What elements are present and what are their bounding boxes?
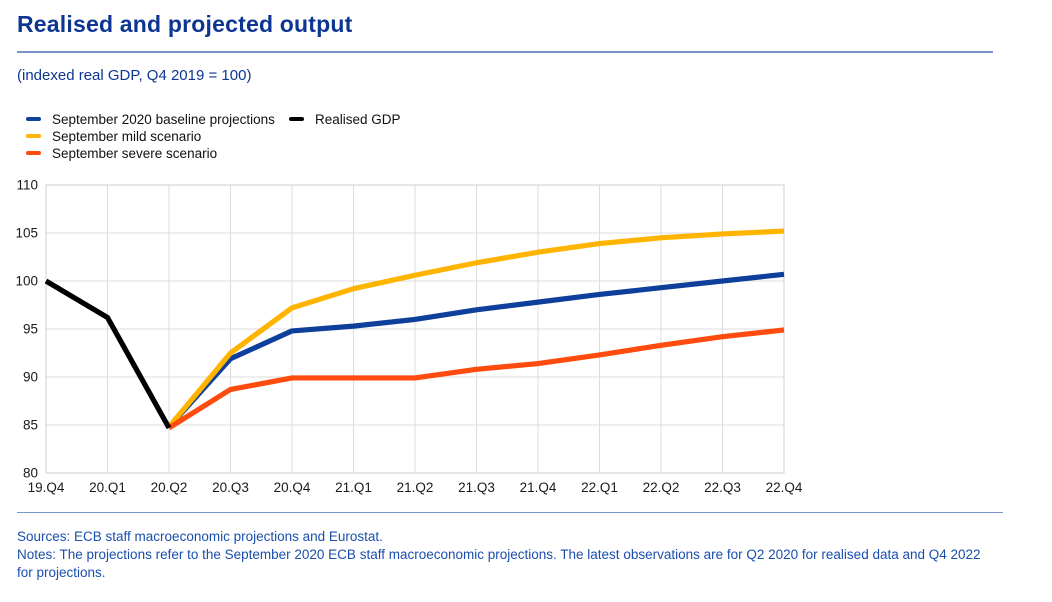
footer-divider bbox=[17, 512, 1003, 513]
series-line bbox=[167, 327, 785, 431]
notes-text: Notes: The projections refer to the Sept… bbox=[17, 547, 981, 580]
x-tick-label: 22.Q2 bbox=[643, 480, 680, 495]
legend-label: Realised GDP bbox=[315, 111, 401, 127]
legend-label: September mild scenario bbox=[52, 128, 202, 144]
legend-item-baseline: September 2020 baseline projections bbox=[26, 111, 275, 127]
x-tick-label: 22.Q4 bbox=[766, 480, 803, 495]
x-tick-label: 22.Q1 bbox=[581, 480, 618, 495]
series-line bbox=[44, 278, 172, 430]
chart-footer: Sources: ECB staff macroeconomic project… bbox=[17, 528, 995, 582]
legend-label: September severe scenario bbox=[52, 145, 218, 161]
x-tick-label: 21.Q4 bbox=[520, 480, 557, 495]
x-tick-label: 21.Q3 bbox=[458, 480, 495, 495]
chart-subtitle: (indexed real GDP, Q4 2019 = 100) bbox=[17, 67, 252, 84]
x-tick-label: 22.Q3 bbox=[704, 480, 741, 495]
y-tick-label: 100 bbox=[15, 274, 38, 289]
legend-item-severe: September severe scenario bbox=[26, 145, 217, 161]
baseline-line-swatch-icon bbox=[26, 116, 41, 122]
x-tick-label: 20.Q2 bbox=[151, 480, 188, 495]
series-line bbox=[167, 271, 785, 429]
x-tick-label: 21.Q2 bbox=[397, 480, 434, 495]
series-line bbox=[167, 228, 785, 429]
page-title: Realised and projected output bbox=[17, 11, 353, 37]
y-tick-label: 90 bbox=[23, 370, 38, 385]
legend-label: September 2020 baseline projections bbox=[52, 111, 275, 127]
y-tick-label: 95 bbox=[23, 322, 38, 337]
x-tick-label: 21.Q1 bbox=[335, 480, 372, 495]
x-tick-label: 19.Q4 bbox=[28, 480, 65, 495]
sources-text: Sources: ECB staff macroeconomic project… bbox=[17, 529, 383, 544]
legend-item-mild: September mild scenario bbox=[26, 128, 201, 144]
x-tick-label: 20.Q1 bbox=[89, 480, 126, 495]
legend-item-realised: Realised GDP bbox=[289, 111, 401, 127]
realised-line-swatch-icon bbox=[289, 116, 304, 122]
x-tick-label: 20.Q4 bbox=[274, 480, 311, 495]
y-tick-label: 105 bbox=[15, 226, 38, 241]
mild-line-swatch-icon bbox=[26, 133, 41, 139]
y-tick-label: 80 bbox=[23, 466, 38, 481]
y-tick-label: 110 bbox=[16, 178, 38, 193]
gdp-line-chart: 80 85 90 95 100 105 110 19.Q4 20.Q1 20.Q2 20.Q3 20.… bbox=[15, 178, 803, 496]
plot-border bbox=[45, 184, 785, 474]
title-divider bbox=[17, 51, 993, 53]
x-tick-label: 20.Q3 bbox=[212, 480, 249, 495]
y-tick-label: 85 bbox=[23, 418, 38, 433]
severe-line-swatch-icon bbox=[26, 150, 41, 156]
